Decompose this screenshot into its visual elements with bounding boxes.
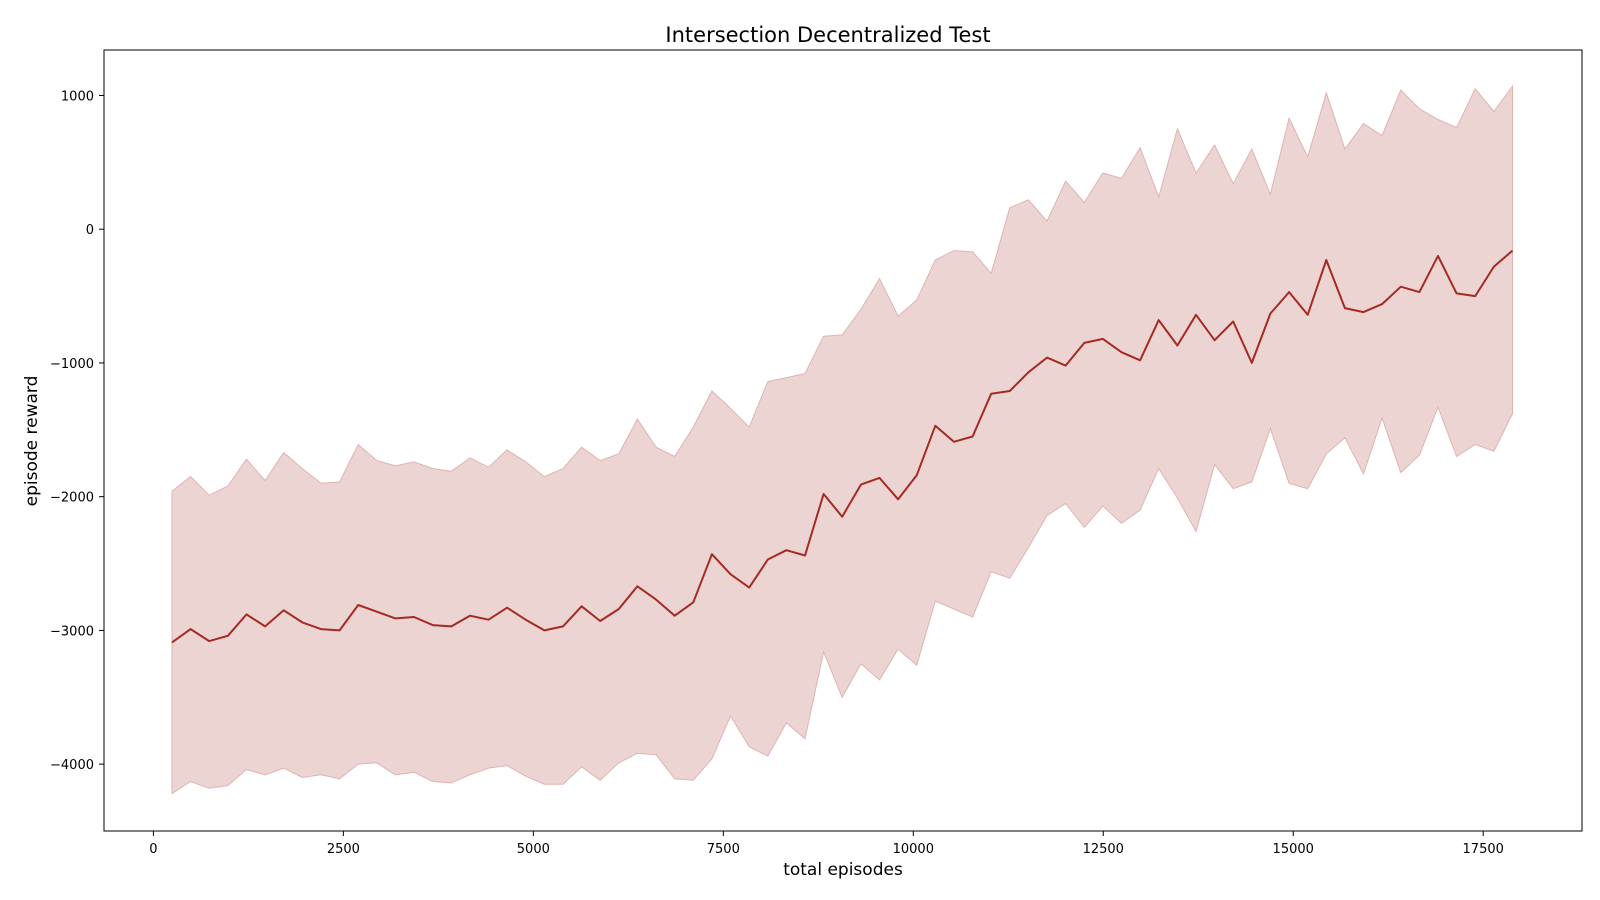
- x-tick-label: 12500: [1083, 842, 1124, 857]
- y-axis: −4000 −3000 −2000 −1000 0 1000: [50, 89, 104, 773]
- x-tick-label: 0: [149, 842, 157, 857]
- x-tick-label: 5000: [517, 842, 550, 857]
- y-tick-label: −4000: [50, 758, 94, 773]
- series-line-0: [171, 249, 1514, 644]
- x-tick-label: 15000: [1273, 842, 1314, 857]
- x-tick-label: 7500: [707, 842, 740, 857]
- x-axis: 0 2500 5000 7500 10000 12500 15000 17500: [149, 831, 1504, 857]
- y-tick-label: −2000: [50, 491, 94, 506]
- y-tick-label: 0: [86, 223, 94, 238]
- x-tick-label: 2500: [327, 842, 360, 857]
- x-tick-label: 17500: [1463, 842, 1504, 857]
- y-tick-label: −3000: [50, 624, 94, 639]
- x-tick-label: 10000: [893, 842, 934, 857]
- plot-frame: [103, 49, 1583, 832]
- plot-area: [171, 84, 1514, 795]
- x-axis-label: total episodes: [783, 860, 903, 880]
- confidence-band: [171, 84, 1513, 795]
- y-tick-label: −1000: [50, 357, 94, 372]
- chart-title: Intersection Decentralized Test: [665, 23, 990, 47]
- y-axis-label: episode reward: [22, 376, 42, 507]
- y-tick-label: 1000: [61, 89, 94, 104]
